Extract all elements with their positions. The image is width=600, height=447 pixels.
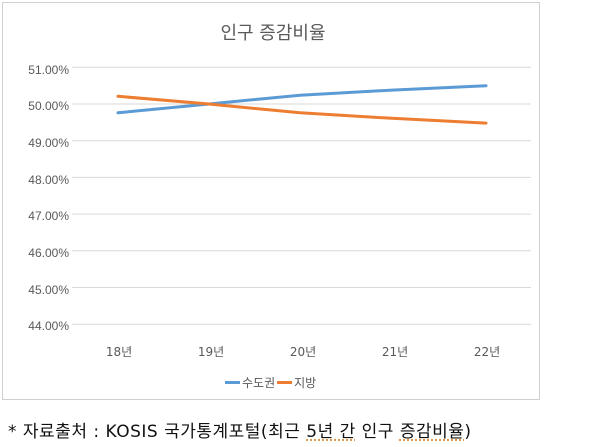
y-tick-label: 50.00% [28, 99, 69, 113]
x-tick-label: 20년 [289, 345, 317, 359]
x-tick-label: 22년 [473, 345, 501, 359]
plot-area [72, 66, 531, 325]
x-tick-label: 18년 [105, 345, 133, 359]
x-tick-label: 19년 [197, 345, 225, 359]
chart-legend: 수도권 지방 [225, 374, 318, 391]
caption-mid: 인구 [355, 422, 400, 442]
legend-label-region: 지방 [294, 376, 317, 390]
y-tick-label: 45.00% [28, 283, 69, 297]
y-tick-label: 51.00% [28, 63, 69, 77]
legend-label-capital: 수도권 [242, 376, 276, 390]
series-line-capital[interactable] [116, 84, 488, 115]
x-tick-label: 21년 [381, 345, 409, 359]
caption-spellcheck-2: 증감비율 [399, 422, 465, 442]
series-line-region[interactable] [116, 94, 488, 125]
caption-suffix: ) [464, 422, 472, 442]
caption-spellcheck-1: 5년 간 [306, 422, 356, 442]
y-tick-label: 48.00% [28, 173, 69, 187]
y-tick-label: 49.00% [28, 136, 69, 150]
legend-swatch-capital [225, 381, 240, 384]
chart-frame[interactable]: 인구 증감비율 51.00% 50.00% 49.00% 48.00% 47.0… [2, 2, 540, 400]
y-tick-label: 47.00% [28, 209, 69, 223]
chart-title: 인구 증감비율 [220, 23, 326, 44]
source-caption: * 자료출처 : KOSIS 국가통계포털(최근 5년 간 인구 증감비율) [8, 417, 472, 442]
y-tick-label: 46.00% [28, 246, 69, 260]
caption-prefix: * 자료출처 : KOSIS 국가통계포털(최근 [8, 422, 307, 442]
y-tick-label: 44.00% [28, 319, 69, 333]
legend-swatch-region [277, 381, 293, 384]
